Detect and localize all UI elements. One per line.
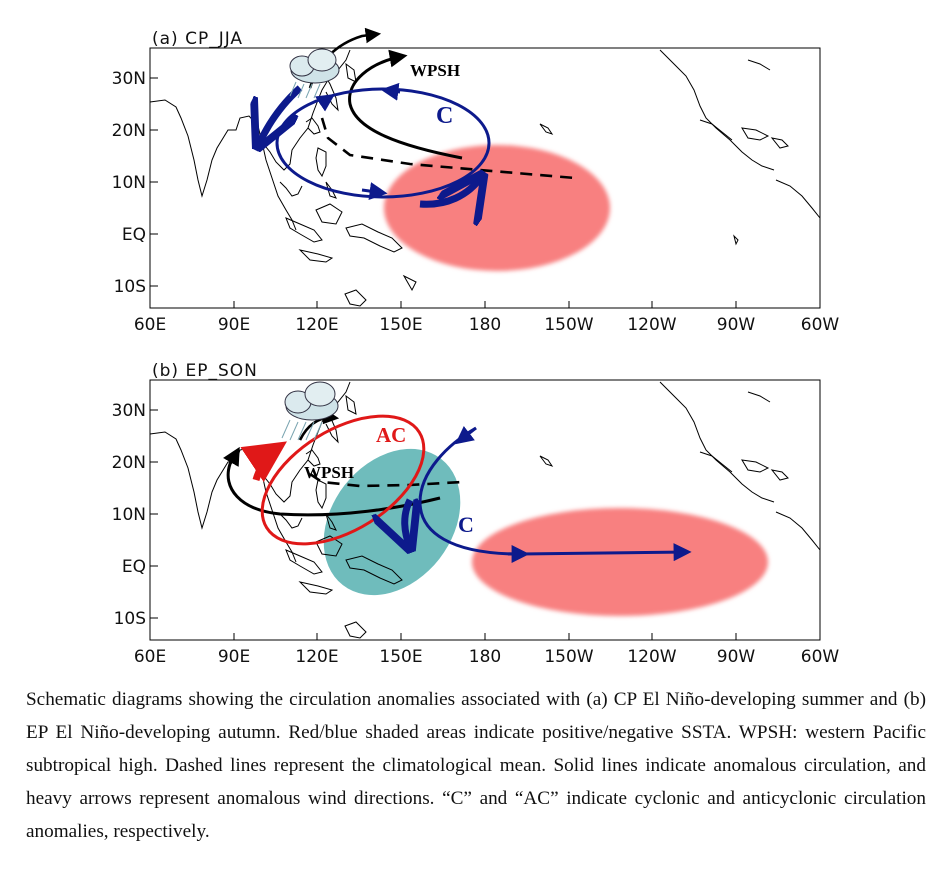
heavy-arrow-southwest <box>258 85 303 146</box>
rain-cloud-icon <box>289 48 340 99</box>
cyclone-circulation <box>275 87 491 199</box>
anticyclone-circulation <box>260 414 426 546</box>
lat-tick-label: 20N <box>112 453 146 473</box>
lon-tick-label: 120W <box>627 647 676 667</box>
latitude-axis: 30N 20N 10N EQ 10S <box>112 69 146 297</box>
lon-tick-label: 60W <box>801 647 840 667</box>
cyclone-arrow-south <box>361 182 388 200</box>
longitude-ticks <box>233 633 737 640</box>
cyclone-label: C <box>436 103 453 129</box>
wpsh-label: WPSH <box>304 463 354 482</box>
wpsh-label: WPSH <box>410 61 460 80</box>
lon-tick-label: 120W <box>627 315 676 335</box>
panel-b-map: WPSH AC C (b) EP_SON 30N 20N 10N EQ 10S … <box>112 361 840 667</box>
longitude-axis: 60E 90E 120E 150E 180 150W 120W 90W 60W <box>134 647 840 667</box>
climatological-wpsh-line <box>309 472 463 488</box>
cyclone-arrow-north <box>455 426 477 445</box>
lon-tick-label: 90W <box>717 647 756 667</box>
lat-tick-label: 10N <box>112 505 146 525</box>
heavy-arrow-southward <box>405 500 410 548</box>
lon-tick-label: 150W <box>544 315 593 335</box>
anticyclone-label: AC <box>376 423 406 447</box>
panel-title: (b) EP_SON <box>152 361 258 381</box>
lon-tick-label: 60W <box>801 315 840 335</box>
lon-tick-label: 120E <box>295 647 338 667</box>
lat-tick-label: 10N <box>112 173 146 193</box>
heavy-arrow-westerly <box>419 176 482 204</box>
lat-tick-label: 30N <box>112 401 146 421</box>
lon-tick-label: 90E <box>218 647 250 667</box>
lat-tick-label: 20N <box>112 121 146 141</box>
lon-tick-label: 60E <box>134 647 166 667</box>
lon-tick-label: 180 <box>469 647 501 667</box>
cyclone-arrow-north <box>315 94 335 112</box>
lon-tick-label: 90W <box>717 315 756 335</box>
figure-caption: Schematic diagrams showing the circulati… <box>26 689 926 842</box>
cyclone-label: C <box>458 512 474 537</box>
rain-cloud-icon <box>281 381 339 441</box>
panel-a: WPSH C (a) CP_JJA 30N 20N 10N EQ 10S 60E… <box>0 0 943 340</box>
panel-a-map: WPSH C (a) CP_JJA 30N 20N 10N EQ 10S 60E… <box>112 27 840 335</box>
lon-tick-label: 180 <box>469 315 501 335</box>
latitude-axis: 30N 20N 10N EQ 10S <box>112 401 146 629</box>
panel-b: WPSH AC C (b) EP_SON 30N 20N 10N EQ 10S … <box>0 332 943 672</box>
longitude-axis: 60E 90E 120E 150E 180 150W 120W 90W 60W <box>134 315 840 335</box>
cyclone-arrow-top <box>380 82 401 101</box>
wpsh-flow-arrow <box>298 408 340 441</box>
positive-ssta-region <box>384 145 610 271</box>
lon-tick-label: 120E <box>295 315 338 335</box>
wpsh-anomaly-line <box>348 49 463 160</box>
lat-tick-label: 30N <box>112 69 146 89</box>
longitude-ticks <box>233 301 737 308</box>
lat-tick-label: 10S <box>114 277 146 297</box>
lon-tick-label: 150W <box>544 647 593 667</box>
panel-title: (a) CP_JJA <box>152 29 243 49</box>
lat-tick-label: 10S <box>114 609 146 629</box>
lat-tick-label: EQ <box>122 557 146 577</box>
lon-tick-label: 150E <box>379 315 422 335</box>
lon-tick-label: 90E <box>218 315 250 335</box>
heavy-arrow-anticyclonic <box>240 441 287 483</box>
lon-tick-label: 150E <box>379 647 422 667</box>
lon-tick-label: 60E <box>134 315 166 335</box>
positive-ssta-region <box>472 508 768 616</box>
lat-tick-label: EQ <box>122 225 146 245</box>
latitude-ticks <box>150 409 158 619</box>
latitude-ticks <box>150 77 158 287</box>
